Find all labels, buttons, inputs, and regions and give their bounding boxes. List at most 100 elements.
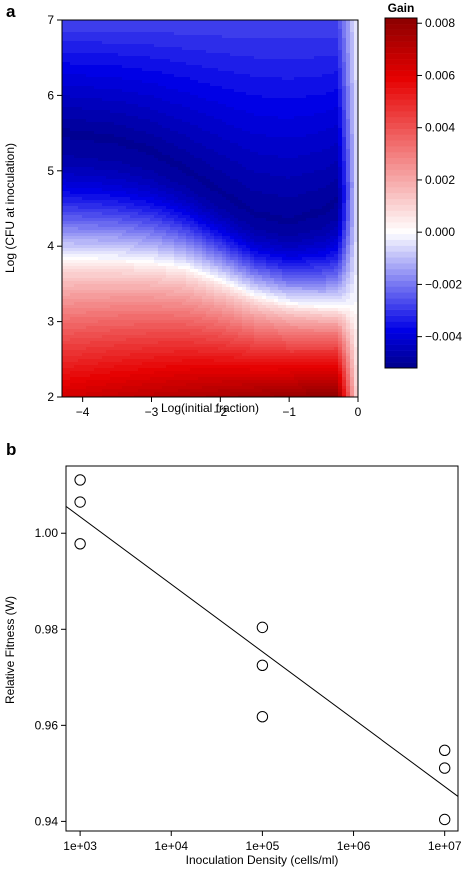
heatmap-cell [78, 137, 82, 140]
heatmap-cell [198, 98, 202, 101]
heatmap-cell [74, 86, 78, 89]
heatmap-cell [122, 152, 126, 155]
heatmap-cell [210, 350, 214, 353]
heatmap-cell [166, 224, 170, 227]
heatmap-cell [166, 332, 170, 335]
heatmap-cell [94, 326, 98, 329]
heatmap-cell [190, 269, 194, 272]
heatmap-cell [126, 86, 130, 89]
heatmap-cell [170, 53, 174, 56]
heatmap-cell [174, 254, 178, 257]
heatmap-cell [130, 83, 134, 86]
heatmap-cell [126, 35, 130, 38]
heatmap-cell [166, 296, 170, 299]
heatmap-cell [110, 341, 114, 344]
heatmap-cell [158, 227, 162, 230]
heatmap-cell [178, 347, 182, 350]
heatmap-cell [138, 293, 142, 296]
heatmap-cell [218, 224, 222, 227]
heatmap-cell [86, 209, 90, 212]
heatmap-cell [150, 218, 154, 221]
heatmap-cell [122, 326, 126, 329]
heatmap-cell [174, 35, 178, 38]
heatmap-cell [174, 83, 178, 86]
heatmap-cell [90, 188, 94, 191]
heatmap-cell [158, 65, 162, 68]
heatmap-cell [186, 74, 190, 77]
heatmap-cell [162, 191, 166, 194]
heatmap-cell [98, 281, 102, 284]
heatmap-cell [198, 74, 202, 77]
heatmap-cell [98, 101, 102, 104]
heatmap-cell [182, 26, 186, 29]
heatmap-cell [114, 329, 118, 332]
heatmap-cell [98, 110, 102, 113]
heatmap-cell [150, 86, 154, 89]
heatmap-cell [70, 278, 74, 281]
heatmap-cell [174, 107, 178, 110]
heatmap-cell [170, 32, 174, 35]
heatmap-cell [74, 173, 78, 176]
heatmap-cell [218, 119, 222, 122]
heatmap-cell [86, 170, 90, 173]
heatmap-cell [62, 350, 66, 353]
heatmap-cell [170, 263, 174, 266]
heatmap-cell [206, 209, 210, 212]
heatmap-cell [202, 377, 206, 380]
heatmap-cell [166, 182, 170, 185]
heatmap-cell [82, 341, 86, 344]
heatmap-cell [130, 257, 134, 260]
heatmap-cell [186, 269, 190, 272]
heatmap-cell [170, 383, 174, 386]
heatmap-cell [86, 95, 90, 98]
heatmap-cell [162, 335, 166, 338]
heatmap-cell [70, 161, 74, 164]
heatmap-cell [134, 278, 138, 281]
heatmap-cell [194, 362, 198, 365]
heatmap-cell [86, 251, 90, 254]
heatmap-cell [118, 320, 122, 323]
heatmap-cell [210, 236, 214, 239]
heatmap-cell [90, 131, 94, 134]
heatmap-cell [150, 242, 154, 245]
heatmap-cell [186, 311, 190, 314]
heatmap-cell [154, 233, 158, 236]
heatmap-cell [90, 41, 94, 44]
heatmap-cell [146, 140, 150, 143]
heatmap-cell [94, 170, 98, 173]
heatmap-cell [206, 92, 210, 95]
heatmap-cell [118, 389, 122, 392]
heatmap-cell [82, 146, 86, 149]
heatmap-cell [94, 386, 98, 389]
heatmap-cell [194, 164, 198, 167]
heatmap-cell [126, 92, 130, 95]
heatmap-cell [198, 317, 202, 320]
heatmap-cell [74, 209, 78, 212]
heatmap-cell [94, 314, 98, 317]
heatmap-cell [62, 332, 66, 335]
heatmap-cell [70, 128, 74, 131]
heatmap-cell [190, 35, 194, 38]
heatmap-cell [74, 296, 78, 299]
heatmap-cell [194, 335, 198, 338]
heatmap-cell [110, 305, 114, 308]
heatmap-cell [166, 140, 170, 143]
heatmap-cell [198, 122, 202, 125]
heatmap-cell [110, 74, 114, 77]
heatmap-cell [150, 164, 154, 167]
heatmap-cell [98, 260, 102, 263]
heatmap-cell [74, 284, 78, 287]
heatmap-cell [78, 386, 82, 389]
heatmap-cell [86, 107, 90, 110]
heatmap-cell [150, 356, 154, 359]
heatmap-cell [74, 140, 78, 143]
heatmap-cell [90, 203, 94, 206]
heatmap-cell [158, 92, 162, 95]
heatmap-cell [94, 278, 98, 281]
heatmap-cell [202, 128, 206, 131]
heatmap-cell [114, 236, 118, 239]
heatmap-cell [114, 35, 118, 38]
heatmap-cell [62, 86, 66, 89]
heatmap-cell [158, 68, 162, 71]
heatmap-cell [182, 332, 186, 335]
